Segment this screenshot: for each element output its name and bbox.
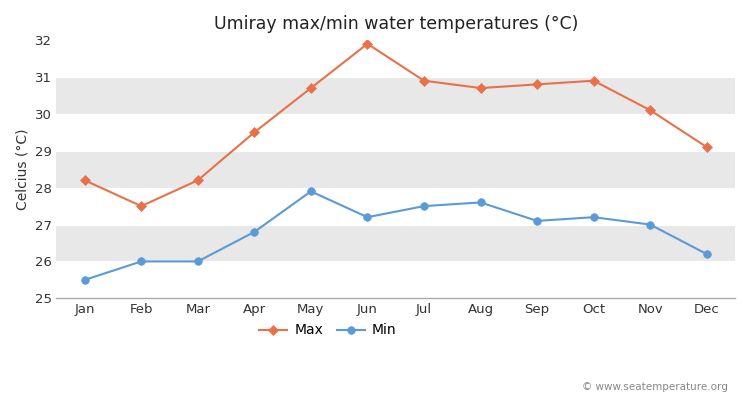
Bar: [56, 151, 735, 188]
Title: Umiray max/min water temperatures (°C): Umiray max/min water temperatures (°C): [214, 15, 578, 33]
Max: [590, 78, 598, 83]
Text: © www.seatemperature.org: © www.seatemperature.org: [582, 382, 728, 392]
Min: [590, 215, 598, 220]
Max: [419, 78, 428, 83]
Max: [476, 86, 485, 90]
Bar: [56, 188, 735, 224]
Min: [80, 278, 89, 282]
Min: [476, 200, 485, 205]
Max: [307, 86, 316, 90]
Min: [250, 230, 259, 234]
Max: [80, 178, 89, 183]
Bar: [56, 114, 735, 151]
Min: [532, 218, 542, 223]
Y-axis label: Celcius (°C): Celcius (°C): [15, 128, 29, 210]
Max: [532, 82, 542, 87]
Max: [363, 42, 372, 46]
Bar: [56, 77, 735, 114]
Max: [250, 130, 259, 135]
Min: [702, 252, 711, 256]
Line: Max: Max: [81, 40, 710, 210]
Max: [136, 204, 146, 208]
Min: [194, 259, 202, 264]
Bar: [56, 224, 735, 262]
Min: [363, 215, 372, 220]
Max: [646, 108, 655, 113]
Min: [136, 259, 146, 264]
Line: Min: Min: [81, 188, 710, 284]
Min: [307, 189, 316, 194]
Min: [646, 222, 655, 227]
Max: [194, 178, 202, 183]
Bar: [56, 262, 735, 298]
Legend: Max, Min: Max, Min: [254, 318, 402, 343]
Max: [702, 145, 711, 150]
Bar: [56, 40, 735, 77]
Min: [419, 204, 428, 208]
